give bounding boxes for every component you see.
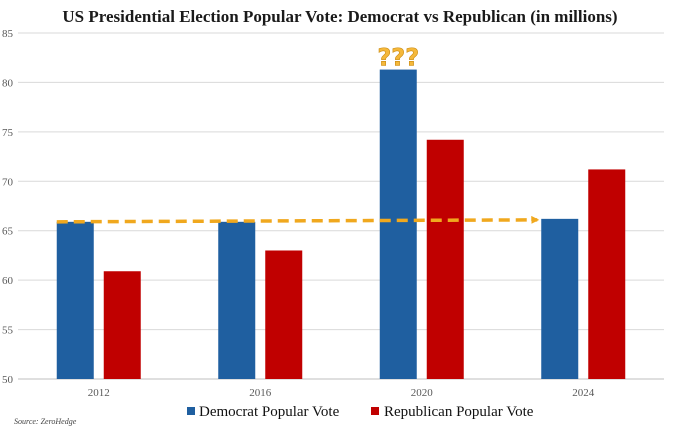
trend-arrow xyxy=(56,215,540,224)
legend: Democrat Popular Vote Republican Popular … xyxy=(187,404,534,420)
democrat-bar-2024 xyxy=(541,218,579,379)
legend-swatch-democrat xyxy=(187,407,195,415)
x-axis-ticks: 2012 2016 2020 2024 xyxy=(88,387,595,399)
y-tick-label: 85 xyxy=(2,28,14,40)
y-tick-label: 50 xyxy=(2,374,14,386)
republican-bar-2024 xyxy=(588,169,626,379)
legend-label-republican: Republican Popular Vote xyxy=(384,404,534,420)
question-marks-annotation: ??? xyxy=(377,44,419,72)
republican-bar-2012 xyxy=(103,271,141,379)
y-tick-label: 55 xyxy=(2,325,14,337)
y-axis-ticks: 50 55 60 65 70 75 80 85 xyxy=(2,28,14,386)
x-tick-label: 2024 xyxy=(572,387,595,399)
bars xyxy=(56,69,626,379)
annotations: ??? xyxy=(56,43,540,224)
democrat-bar-2020 xyxy=(379,69,417,379)
democrat-bar-2016 xyxy=(218,221,256,379)
legend-label-democrat: Democrat Popular Vote xyxy=(199,404,340,420)
republican-bar-2016 xyxy=(265,250,303,379)
x-tick-label: 2020 xyxy=(411,387,434,399)
source-note: Source: ZeroHedge xyxy=(14,417,77,426)
legend-swatch-republican xyxy=(371,407,379,415)
republican-bar-2020 xyxy=(426,139,464,379)
chart-title: US Presidential Election Popular Vote: D… xyxy=(62,7,617,26)
x-tick-label: 2012 xyxy=(88,387,110,399)
y-tick-label: 65 xyxy=(2,226,14,238)
y-tick-label: 60 xyxy=(2,275,14,287)
y-tick-label: 70 xyxy=(2,176,14,188)
y-tick-label: 75 xyxy=(2,127,14,139)
y-tick-label: 80 xyxy=(2,77,14,89)
x-tick-label: 2016 xyxy=(249,387,272,399)
democrat-bar-2012 xyxy=(56,221,94,379)
